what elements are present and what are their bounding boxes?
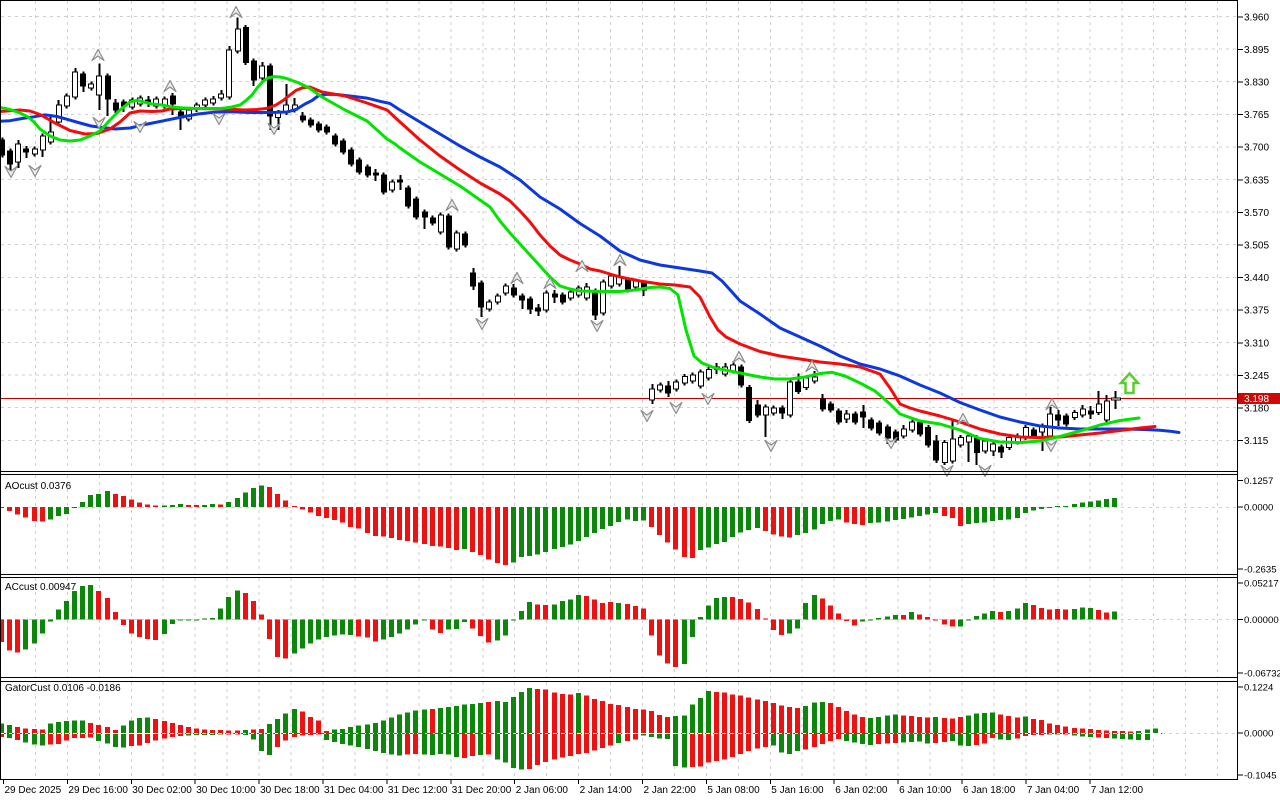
svg-text:30 Dec 18:00: 30 Dec 18:00 bbox=[260, 785, 320, 796]
svg-text:31 Dec 12:00: 31 Dec 12:00 bbox=[388, 785, 448, 796]
svg-text:30 Dec 10:00: 30 Dec 10:00 bbox=[196, 785, 256, 796]
svg-text:-0.2635: -0.2635 bbox=[1244, 565, 1277, 576]
svg-text:2 Jan 14:00: 2 Jan 14:00 bbox=[580, 785, 633, 796]
svg-text:3.830: 3.830 bbox=[1244, 78, 1269, 89]
svg-text:5 Jan 08:00: 5 Jan 08:00 bbox=[707, 785, 760, 796]
svg-text:3.700: 3.700 bbox=[1244, 143, 1269, 154]
svg-text:3.505: 3.505 bbox=[1244, 241, 1269, 252]
svg-text:0.00000: 0.00000 bbox=[1244, 615, 1279, 626]
svg-text:3.310: 3.310 bbox=[1244, 338, 1269, 349]
svg-text:0.1224: 0.1224 bbox=[1244, 683, 1274, 694]
svg-text:3.635: 3.635 bbox=[1244, 175, 1269, 186]
svg-text:3.180: 3.180 bbox=[1244, 404, 1269, 415]
svg-text:3.765: 3.765 bbox=[1244, 110, 1269, 121]
svg-text:2 Jan 22:00: 2 Jan 22:00 bbox=[644, 785, 697, 796]
svg-text:6 Jan 10:00: 6 Jan 10:00 bbox=[899, 785, 952, 796]
svg-text:-0.1045: -0.1045 bbox=[1244, 771, 1277, 782]
svg-text:5 Jan 16:00: 5 Jan 16:00 bbox=[771, 785, 824, 796]
svg-text:3.115: 3.115 bbox=[1244, 436, 1269, 447]
svg-text:-0.06732: -0.06732 bbox=[1244, 669, 1280, 680]
svg-text:3.570: 3.570 bbox=[1244, 208, 1269, 219]
svg-text:GatorCust 0.0106 -0.0186: GatorCust 0.0106 -0.0186 bbox=[5, 683, 121, 694]
svg-text:0.0000: 0.0000 bbox=[1244, 503, 1273, 514]
svg-text:ACcust 0.00947: ACcust 0.00947 bbox=[5, 582, 77, 593]
svg-text:29 Dec 2025: 29 Dec 2025 bbox=[5, 785, 62, 796]
svg-text:2 Jan 06:00: 2 Jan 06:00 bbox=[516, 785, 569, 796]
svg-text:0.05217: 0.05217 bbox=[1244, 579, 1279, 590]
svg-text:6 Jan 18:00: 6 Jan 18:00 bbox=[963, 785, 1016, 796]
svg-text:3.198: 3.198 bbox=[1244, 394, 1269, 405]
svg-text:3.375: 3.375 bbox=[1244, 306, 1269, 317]
svg-text:3.245: 3.245 bbox=[1244, 371, 1269, 382]
svg-text:6 Jan 02:00: 6 Jan 02:00 bbox=[835, 785, 888, 796]
svg-text:3.895: 3.895 bbox=[1244, 45, 1269, 56]
svg-text:3.440: 3.440 bbox=[1244, 273, 1269, 284]
svg-text:3.960: 3.960 bbox=[1244, 12, 1269, 23]
svg-text:29 Dec 16:00: 29 Dec 16:00 bbox=[68, 785, 128, 796]
svg-text:7 Jan 04:00: 7 Jan 04:00 bbox=[1027, 785, 1080, 796]
svg-text:0.0000: 0.0000 bbox=[1244, 729, 1273, 740]
svg-text:0.1257: 0.1257 bbox=[1244, 476, 1273, 487]
svg-text:31 Dec 04:00: 31 Dec 04:00 bbox=[324, 785, 384, 796]
svg-text:AOcust 0.0376: AOcust 0.0376 bbox=[5, 481, 72, 492]
svg-text:30 Dec 02:00: 30 Dec 02:00 bbox=[132, 785, 192, 796]
svg-text:7 Jan 12:00: 7 Jan 12:00 bbox=[1091, 785, 1144, 796]
svg-text:31 Dec 20:00: 31 Dec 20:00 bbox=[452, 785, 512, 796]
